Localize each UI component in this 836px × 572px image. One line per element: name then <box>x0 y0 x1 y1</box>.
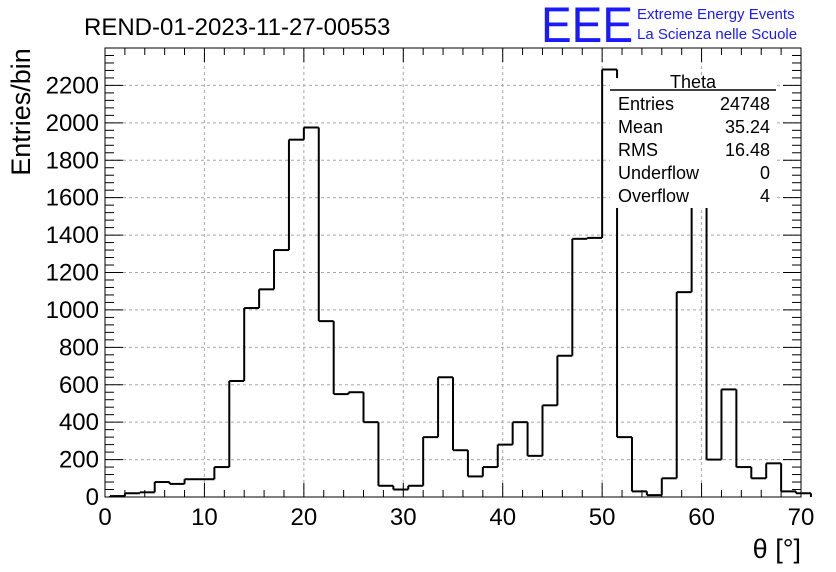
x-tick-label: 40 <box>489 504 516 531</box>
x-tick-label: 30 <box>390 504 417 531</box>
stats-row-label: Underflow <box>618 163 700 183</box>
y-tick-label: 1600 <box>46 185 99 212</box>
x-tick-label: 50 <box>589 504 616 531</box>
y-axis-label: Entries/bin <box>6 48 36 176</box>
x-tick-label: 10 <box>191 504 218 531</box>
stats-row-value: 35.24 <box>725 117 770 137</box>
eee-logo: EEE Extreme Energy Events La Scienza nel… <box>541 0 797 53</box>
y-tick-label: 2200 <box>46 72 99 99</box>
stats-row-value: 24748 <box>720 94 770 114</box>
stats-title: Theta <box>670 72 717 92</box>
chart-title: REND-01-2023-11-27-00553 <box>84 14 390 41</box>
x-tick-label: 20 <box>291 504 318 531</box>
stats-rows: Entries 24748 Mean 35.24 RMS 16.48 Underflow 0 O… <box>618 94 770 206</box>
stats-row-label: Entries <box>618 94 674 114</box>
stats-row-value: 16.48 <box>725 140 770 160</box>
y-tick-label: 1000 <box>46 297 99 324</box>
stats-row-label: RMS <box>618 140 658 160</box>
x-tick-label: 0 <box>98 504 111 531</box>
y-tick-label: 2000 <box>46 110 99 137</box>
plot-frame <box>104 47 802 498</box>
axis-ticks <box>104 48 802 498</box>
stats-box-bg <box>610 78 776 208</box>
logo-line-1: Extreme Energy Events <box>637 6 795 23</box>
y-tick-label: 1200 <box>46 260 99 287</box>
stats-row-value: 4 <box>760 186 770 206</box>
x-tick-label: 70 <box>788 504 815 531</box>
x-tick-label: 60 <box>688 504 715 531</box>
stats-row-label: Overflow <box>618 186 690 206</box>
y-tick-label: 400 <box>59 409 99 436</box>
stats-box: Theta Entries 24748 Mean 35.24 RMS 16.48 Under… <box>610 72 776 208</box>
y-tick-label: 800 <box>59 334 99 361</box>
y-tick-label: 0 <box>86 484 99 511</box>
y-tick-label: 1400 <box>46 222 99 249</box>
y-tick-label: 600 <box>59 372 99 399</box>
y-tick-label: 1800 <box>46 147 99 174</box>
tick-labels: 0 10 20 30 40 50 60 700200400600800100012001400… <box>46 72 815 531</box>
x-axis-label: θ [°] <box>753 534 801 564</box>
stats-row-label: Mean <box>618 117 663 137</box>
stats-row-value: 0 <box>760 163 770 183</box>
histogram-bars <box>108 68 812 498</box>
logo-line-2: La Scienza nelle Scuole <box>637 26 797 43</box>
eee-logo-mark: EEE <box>541 0 633 53</box>
y-tick-label: 200 <box>59 447 99 474</box>
